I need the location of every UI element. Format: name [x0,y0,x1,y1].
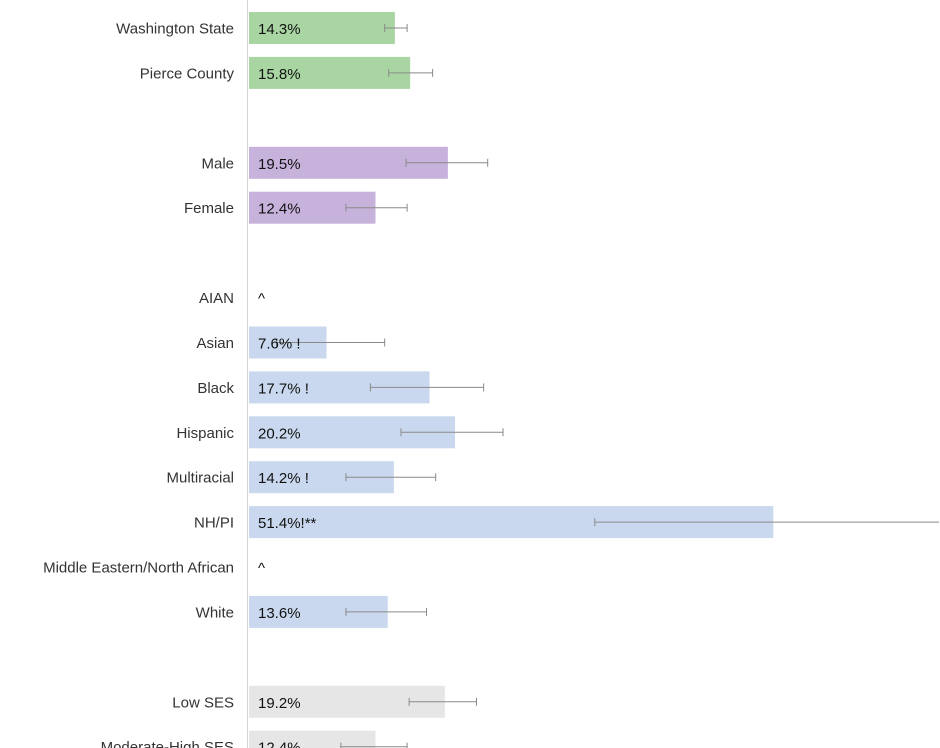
category-label: Pierce County [140,65,235,82]
bar-row: Asian 7.6% ! [196,326,386,359]
bar-row: NH/PI 51.4%!** [194,506,939,539]
category-label: Female [184,200,234,217]
bar-row: Pierce County 15.8% [140,56,434,89]
value-label: 13.6% [258,605,301,622]
bar-row: Female 12.4% [184,191,408,224]
bar-row: Middle Eastern/North African ^ [43,560,265,578]
category-label: Asian [196,335,234,352]
category-label: White [196,604,234,621]
value-label: 51.4%!** [258,515,317,532]
category-label: NH/PI [194,515,234,532]
value-label: 12.4% [258,201,301,218]
bar-row: Moderate-High SES 12.4% [101,730,408,748]
category-label: Moderate-High SES [101,739,234,748]
bar-row: White 13.6% [196,595,427,628]
category-label: Hispanic [176,425,234,442]
bar-row: Low SES 19.2% [172,685,477,718]
category-label: Washington State [116,21,234,38]
value-label: 7.6% ! [258,336,301,353]
value-label: 19.2% [258,695,301,712]
value-label: 14.3% [258,21,301,38]
category-label: Multiracial [166,470,234,487]
category-label: Low SES [172,694,234,711]
value-label: ^ [258,560,265,577]
category-label: AIAN [199,290,234,307]
value-label: ^ [258,291,265,308]
bar-row: AIAN ^ [199,290,265,308]
value-label: 20.2% [258,425,301,442]
value-label: 12.4% [258,740,301,748]
value-label: 15.8% [258,66,301,83]
bar-row: Male 19.5% [201,146,489,179]
value-label: 14.2% ! [258,470,309,487]
value-label: 19.5% [258,156,301,173]
bar-rows: Washington State 14.3% Pierce County 15.8% M… [43,12,939,748]
bar-row: Black 17.7% ! [197,371,485,404]
bar [249,56,411,89]
bar [249,12,395,44]
bar [249,730,376,748]
category-label: Black [197,380,234,397]
value-label: 17.7% ! [258,380,309,397]
bar-row: Washington State 14.3% [116,12,408,44]
bar-row: Hispanic 20.2% [176,416,504,449]
category-label: Middle Eastern/North African [43,560,234,577]
category-label: Male [201,155,234,172]
bar-row: Multiracial 14.2% ! [166,461,437,494]
